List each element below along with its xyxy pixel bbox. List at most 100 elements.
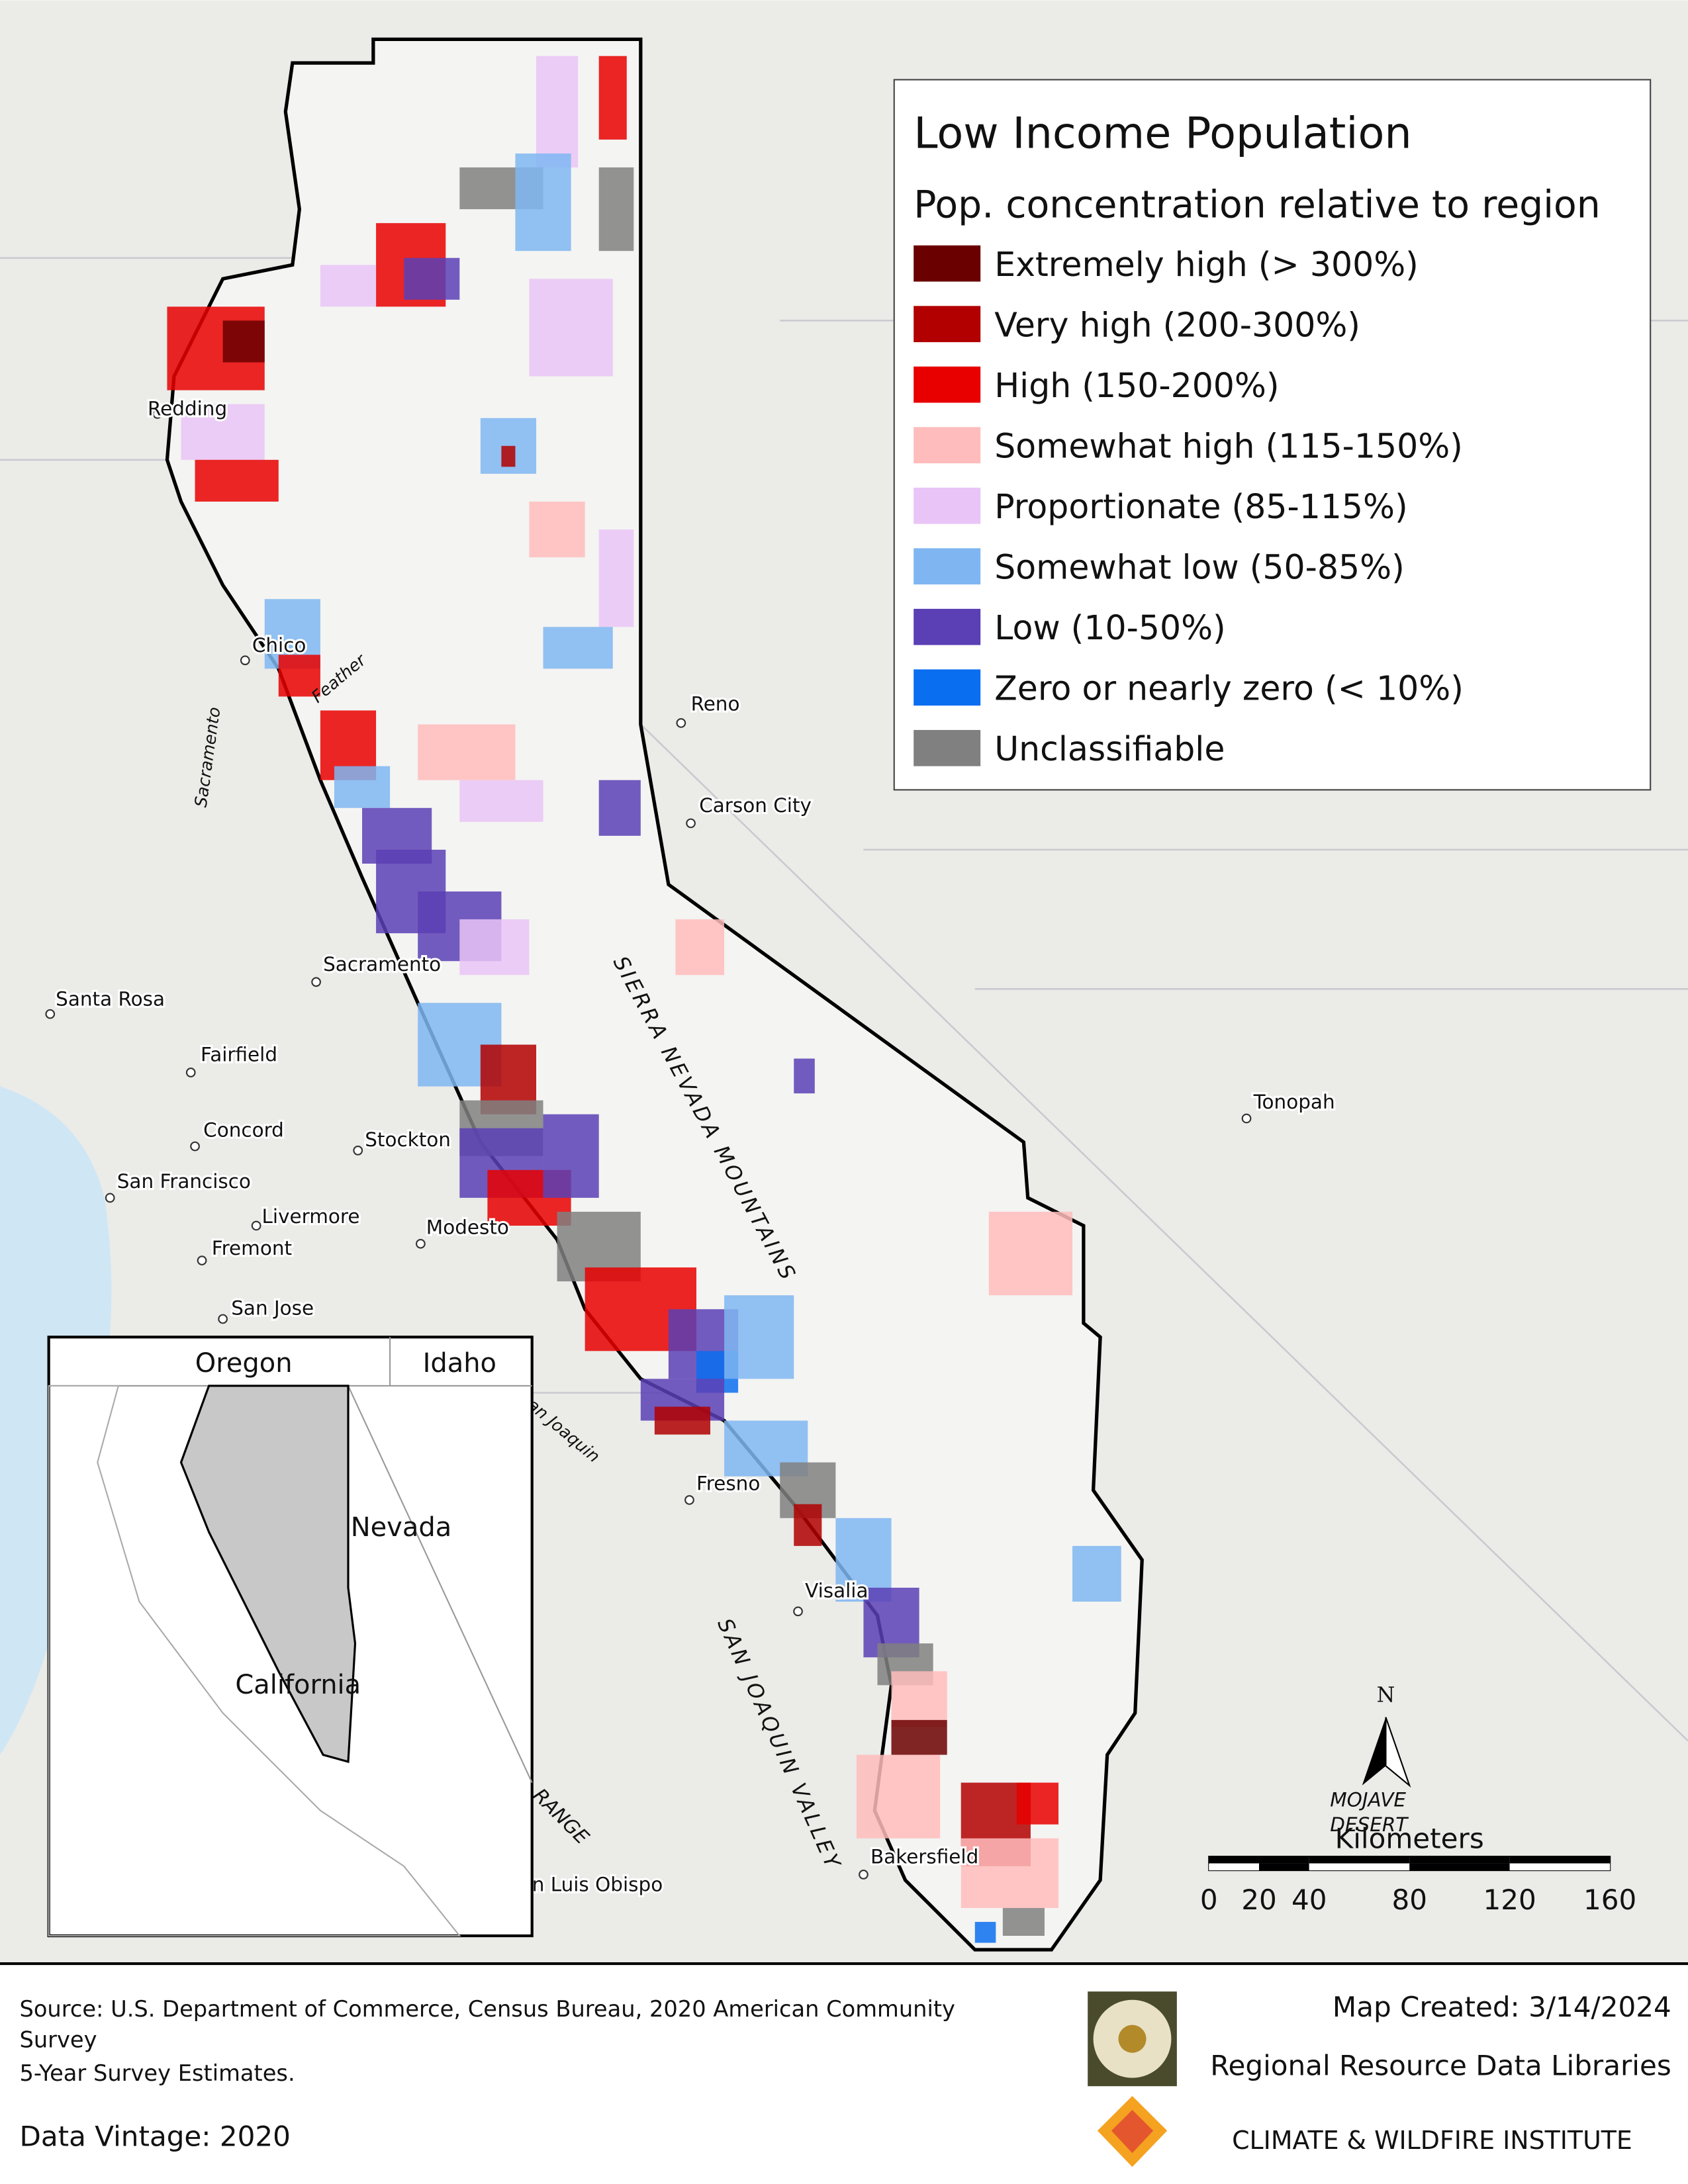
patch — [654, 1406, 711, 1435]
patch — [222, 320, 265, 363]
patch — [1016, 1782, 1059, 1825]
place-dot — [190, 1141, 200, 1152]
place-label: Stockton — [365, 1128, 451, 1151]
legend-label: High (150-200%) — [994, 366, 1279, 405]
patch — [320, 265, 377, 307]
feature-label: MOJAVE — [1330, 1788, 1406, 1811]
place-label: Concord — [203, 1118, 284, 1141]
scale-unit: Kilometers — [1335, 1822, 1484, 1854]
place-dot — [676, 718, 686, 728]
patch — [529, 279, 613, 377]
inset-label: Idaho — [423, 1348, 496, 1379]
patch — [543, 1114, 599, 1198]
patch — [418, 724, 516, 780]
scale-segment — [1309, 1856, 1410, 1864]
feature-label: DESERT — [1330, 1813, 1409, 1836]
place-dot — [197, 1255, 207, 1265]
places: Redding Chico Reno Carson City Sacramento San… — [45, 395, 1337, 1898]
legend-swatch — [914, 669, 981, 706]
place-dot — [859, 1870, 868, 1880]
patch — [598, 56, 627, 140]
patch — [794, 1058, 815, 1094]
patch — [891, 1719, 947, 1755]
patch — [598, 167, 634, 251]
patch — [459, 919, 530, 976]
legend-swatch — [914, 729, 981, 766]
scale-tick-label: 80 — [1391, 1884, 1427, 1916]
patch — [724, 1295, 794, 1379]
place-label: Bakersfield — [870, 1846, 978, 1868]
patch — [675, 919, 725, 976]
place-label: Modesto — [426, 1216, 509, 1239]
legend-swatch — [914, 245, 981, 282]
place-label: San Francisco — [117, 1170, 251, 1193]
place-label: San Jose — [231, 1297, 314, 1320]
patch — [891, 1671, 947, 1727]
legend-label: Very high (200-300%) — [994, 306, 1360, 345]
logo-rrdl — [1088, 1991, 1177, 2087]
inset-label: Oregon — [195, 1348, 293, 1379]
scale-tick-label: 120 — [1483, 1884, 1536, 1916]
north-arrow: N — [1362, 1684, 1411, 1788]
place-dot — [152, 409, 163, 419]
place-label: Visalia — [805, 1580, 868, 1602]
place-label: Fresno — [696, 1473, 760, 1495]
patch — [195, 459, 279, 502]
patch — [501, 445, 516, 467]
patch — [794, 1504, 822, 1546]
legend-label: Proportionate (85-115%) — [994, 487, 1408, 526]
patch — [529, 501, 585, 558]
patch — [536, 56, 579, 167]
legend-label: Extremely high (> 300%) — [994, 245, 1419, 284]
patch — [974, 1921, 996, 1943]
place-label: Santa Rosa — [56, 988, 165, 1011]
scale-segment — [1509, 1856, 1611, 1864]
scale-segment — [1209, 1856, 1259, 1864]
place-label: Tonopah — [1253, 1091, 1335, 1113]
place-label: Reno — [691, 693, 740, 715]
patch — [515, 153, 571, 251]
place-label: Chico — [252, 634, 306, 657]
patch — [543, 627, 613, 669]
legend-subtitle: Pop. concentration relative to region — [914, 183, 1601, 227]
patch — [598, 780, 641, 836]
place-label: Redding — [148, 397, 227, 420]
source-line: 5-Year Survey Estimates. — [19, 2060, 295, 2086]
legend-label: Zero or nearly zero (< 10%) — [994, 669, 1464, 708]
place-dot — [218, 1314, 228, 1324]
legend-swatch — [914, 548, 981, 585]
scale-tick-label: 40 — [1291, 1884, 1327, 1916]
patch — [856, 1754, 941, 1839]
place-dot — [251, 1220, 261, 1231]
scale-segment — [1509, 1863, 1611, 1871]
scale-segment — [1409, 1856, 1510, 1864]
scale-tick-label: 20 — [1241, 1884, 1277, 1916]
patches — [167, 56, 1121, 1943]
map-created: Map Created: 3/14/2024 — [1333, 1991, 1671, 2023]
inset-region — [179, 1385, 357, 1764]
legend: Low Income Population Pop. concentration… — [893, 79, 1652, 791]
place-label: Fairfield — [201, 1044, 277, 1066]
org-name: CLIMATE & WILDFIRE INSTITUTE — [1232, 2126, 1632, 2155]
place-dot — [416, 1238, 426, 1249]
org-name: Regional Resource Data Libraries — [1210, 2049, 1671, 2081]
inset-label: Nevada — [351, 1512, 451, 1543]
patch — [1072, 1545, 1121, 1602]
place-dot — [105, 1193, 115, 1203]
legend-label: Somewhat low (50-85%) — [994, 548, 1405, 587]
source-line: Source: U.S. Department of Commerce, Cen… — [19, 1996, 955, 2022]
patch — [598, 529, 634, 627]
place-dot — [793, 1606, 803, 1617]
place-dot — [353, 1146, 363, 1156]
footer — [0, 1964, 1688, 2184]
patch — [459, 780, 543, 822]
scale-segment — [1258, 1863, 1309, 1871]
scale-segment — [1409, 1863, 1510, 1871]
place-dot — [684, 1495, 694, 1505]
legend-swatch — [914, 306, 981, 343]
place-label: Fremont — [212, 1237, 292, 1259]
data-vintage: Data Vintage: 2020 — [19, 2120, 290, 2153]
legend-items: Extremely high (> 300%) Very high (200-30… — [914, 245, 1464, 768]
legend-label: Unclassifiable — [994, 729, 1225, 768]
